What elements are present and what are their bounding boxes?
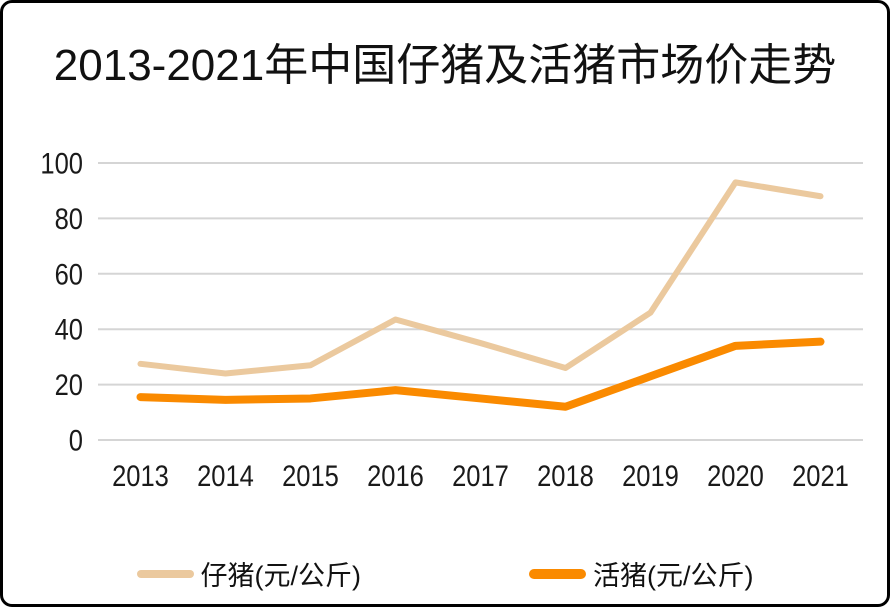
- chart-title: 2013-2021年中国仔猪及活猪市场价走势: [53, 41, 837, 90]
- x-axis-tick-label: 2020: [707, 460, 764, 493]
- x-axis-tick-label: 2021: [792, 460, 849, 493]
- legend-item-piglet: 仔猪(元/公斤): [136, 554, 361, 593]
- y-axis-tick-label: 20: [55, 369, 83, 402]
- legend-item-live-pig: 活猪(元/公斤): [529, 554, 753, 593]
- y-axis-tick-label: 60: [55, 258, 83, 291]
- legend: 仔猪(元/公斤) 活猪(元/公斤): [3, 554, 887, 593]
- x-axis-tick-label: 2016: [367, 460, 424, 493]
- live-pig-series-swatch: [529, 568, 586, 579]
- live-pig-price-line: [136, 337, 825, 411]
- x-axis-tick-label: 2015: [282, 460, 339, 493]
- x-axis-tick-label: 2017: [452, 460, 509, 493]
- piglet-series-label: 仔猪(元/公斤): [200, 561, 361, 591]
- live-pig-series-label: 活猪(元/公斤): [593, 561, 754, 591]
- y-axis-tick-label: 40: [55, 314, 83, 347]
- x-axis-tick-label: 2019: [622, 460, 679, 493]
- y-axis-tick-label: 0: [69, 425, 83, 458]
- piglet-price-line: [137, 179, 824, 377]
- x-axis-tick-label: 2013: [112, 460, 169, 493]
- plot-area: 0 20 40 60 80 100 2013 2014 2015 2016 2017 2018 2019…: [40, 148, 863, 493]
- x-axis-tick-label: 2018: [537, 460, 594, 493]
- y-axis-tick-label: 100: [40, 148, 83, 181]
- y-axis-tick-label: 80: [55, 203, 83, 236]
- x-axis-tick-label: 2014: [197, 460, 254, 493]
- piglet-series-swatch: [136, 569, 194, 578]
